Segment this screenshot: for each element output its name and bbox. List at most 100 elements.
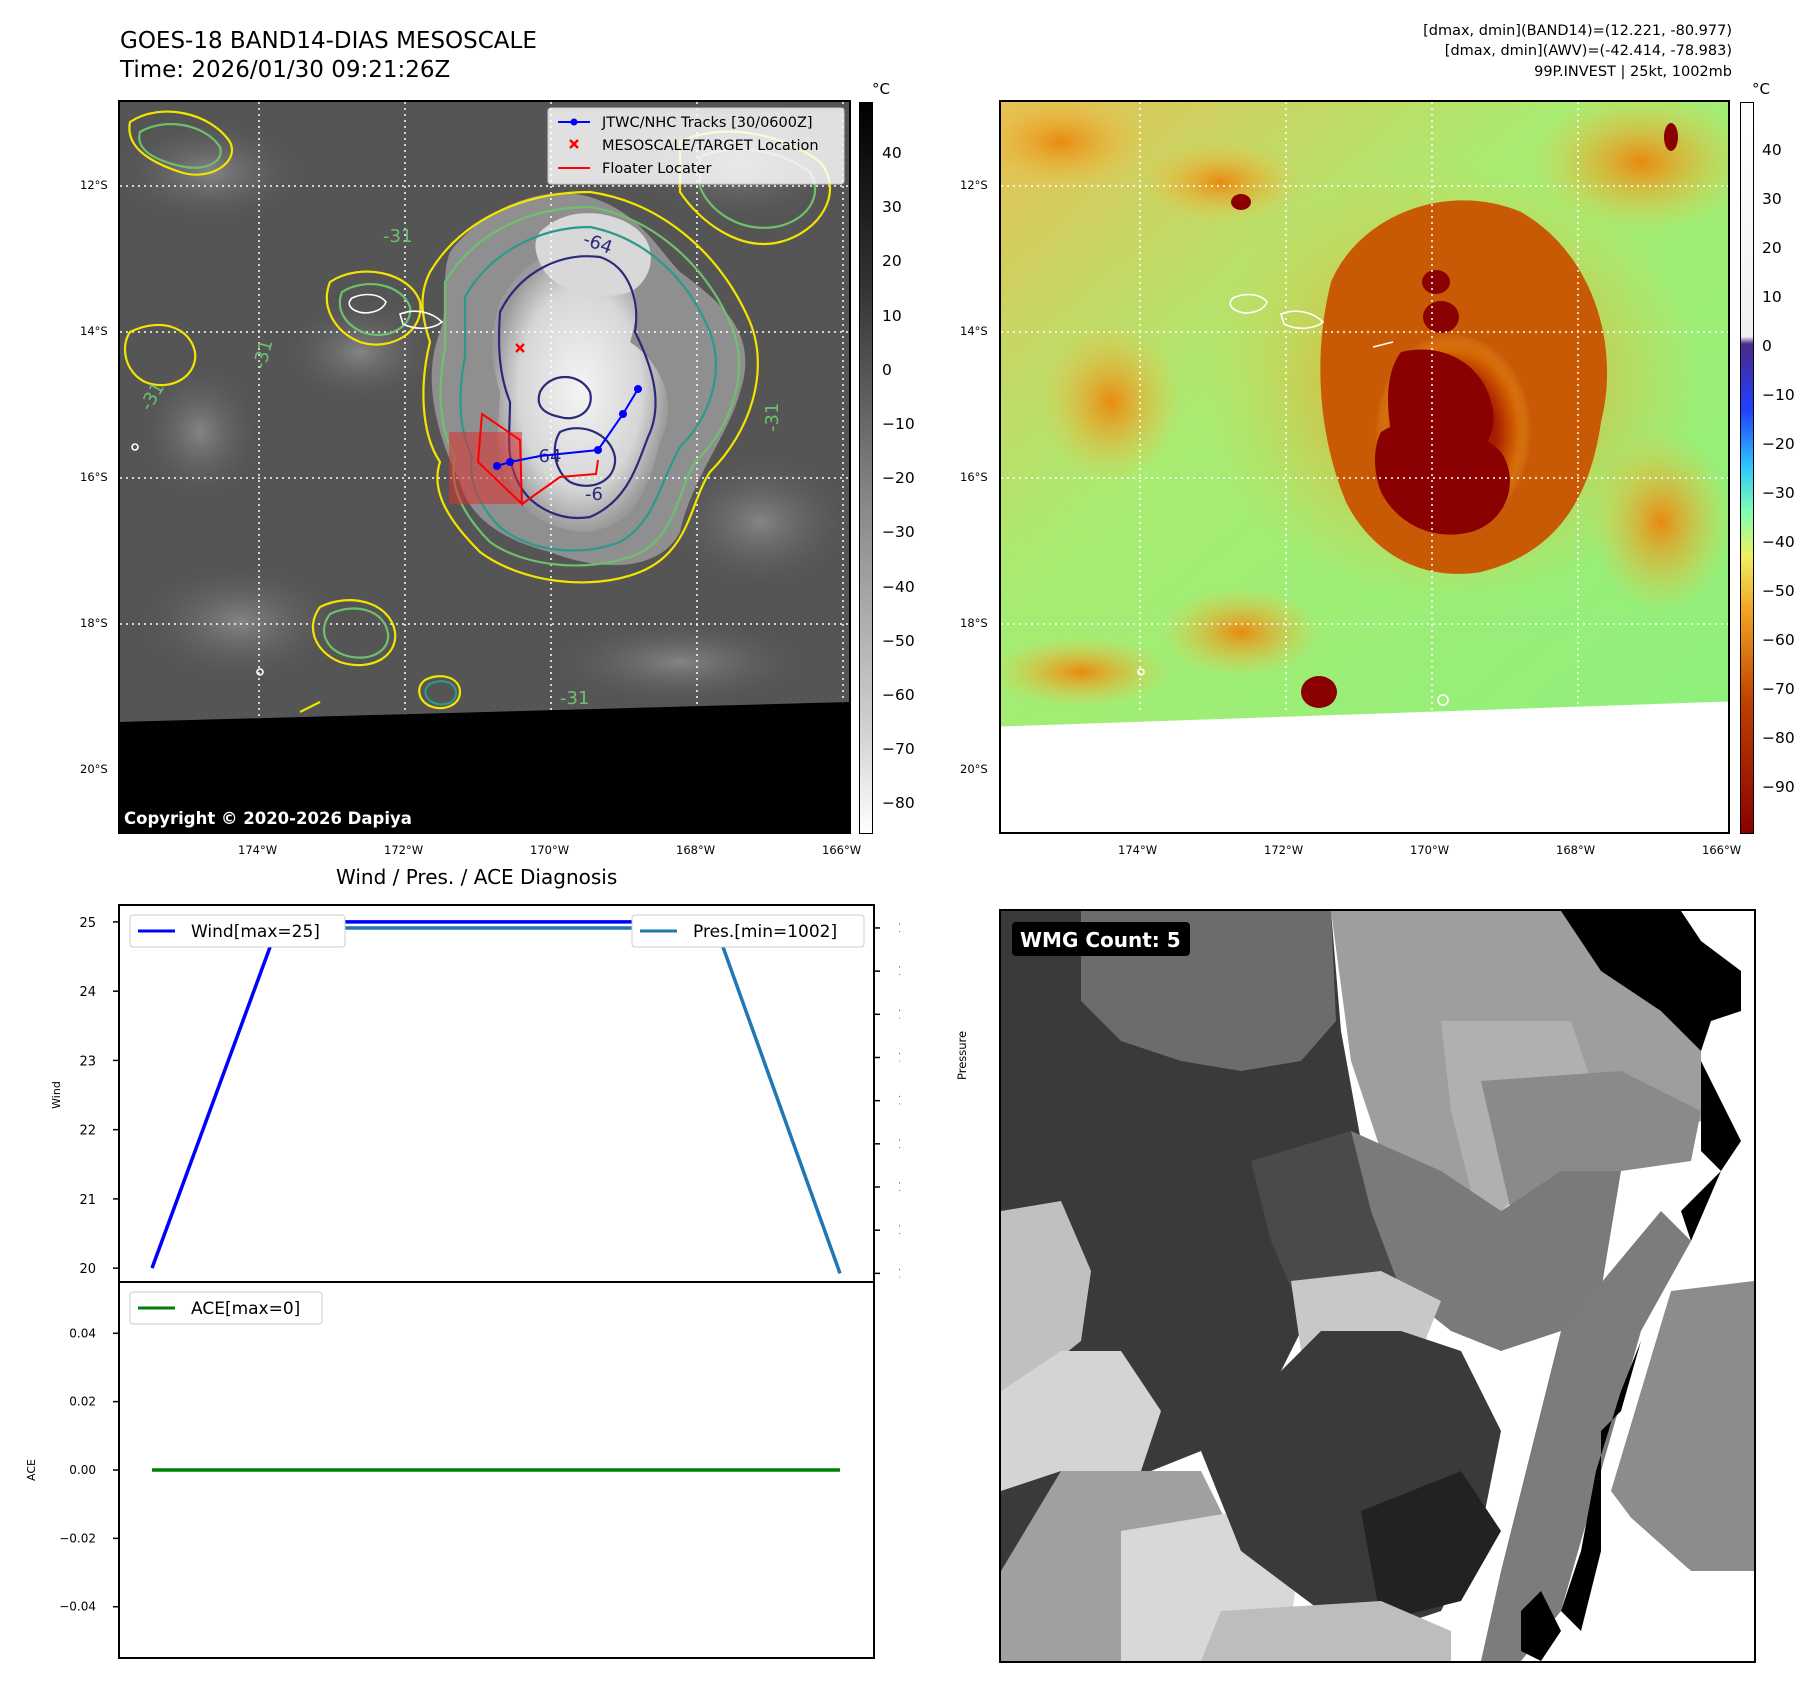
wind-series-line: [150, 920, 840, 1269]
pressure-series-line: [152, 926, 842, 1274]
ace-legend-label: ACE[max=0]: [191, 1299, 300, 1319]
lat-label: 12°S: [960, 178, 988, 192]
band14-range: [dmax, dmin](BAND14)=(12.221, -80.977): [1423, 23, 1732, 39]
lon-label: 172°W: [384, 843, 424, 857]
wind-tick-label: 25: [79, 916, 96, 931]
colorbar-left-tick: −80: [882, 794, 915, 813]
contour-label: -6: [585, 484, 603, 505]
lon-label: 170°W: [1410, 843, 1450, 857]
colorbar-right-tick: −60: [1762, 631, 1795, 649]
legend-floater-label: Floater Locater: [602, 161, 711, 177]
pressure-axis-label-outer: Pressure: [955, 1030, 969, 1080]
colorbar-right-tick: −80: [1762, 729, 1795, 747]
track-point: [619, 410, 627, 418]
wmg-region: [1561, 1491, 1754, 1661]
wmg-region: [1001, 1351, 1161, 1491]
lon-label: 168°W: [1556, 843, 1596, 857]
legend-track-label: JTWC/NHC Tracks [30/0600Z]: [601, 115, 813, 131]
colorbar-right-tick: −50: [1762, 582, 1795, 600]
colorbar-right: [1740, 102, 1754, 834]
wmg-region: [1481, 1071, 1701, 1211]
lat-label: 16°S: [960, 470, 988, 484]
diag-chart: 25 24 23 22 21 20 1006.0 1005.5 1005.0 1004.5 1004…: [25, 904, 900, 1659]
map-legend: JTWC/NHC Tracks [30/0600Z] MESOSCALE/TAR…: [547, 107, 845, 185]
wmg-region: [1681, 1171, 1721, 1241]
colorbar-left-tick: 10: [882, 306, 902, 325]
pres-tick-label: 1005.0: [898, 1007, 900, 1021]
wmg-canvas: WMG Count: 5: [1001, 911, 1754, 1661]
ace-tick-label: 0.00: [69, 1463, 96, 1477]
wind-tick-label: 22: [79, 1124, 96, 1139]
wmg-region: [1561, 911, 1741, 1051]
copyright-text: Copyright © 2020-2026 Dapiya: [124, 809, 412, 828]
colorbar-right-tick: −90: [1762, 778, 1795, 796]
lon-label: 166°W: [822, 843, 862, 857]
pres-tick-label: 1003.5: [898, 1137, 900, 1151]
awv-range: [dmax, dmin](AWV)=(-42.414, -78.983): [1444, 43, 1732, 59]
track-point: [506, 458, 514, 466]
awv-coastlines: [1137, 293, 1449, 706]
wmg-region: [1701, 1061, 1741, 1171]
colorbar-left-tick: −60: [882, 686, 915, 704]
wmg-region: [1001, 1201, 1091, 1391]
colorbar-left-unit: °C: [872, 80, 890, 98]
jtwc-track-points: [493, 385, 642, 470]
colorbar-right-tick: 30: [1762, 190, 1782, 208]
pres-tick-label: 1005.5: [898, 964, 900, 978]
wmg-count-label: WMG Count: 5: [1020, 928, 1181, 952]
colorbar-right-tick: −20: [1762, 435, 1795, 453]
wmg-region: [1361, 1471, 1501, 1621]
colorbar-right-tick: 10: [1762, 288, 1782, 306]
contour-label: -64: [532, 446, 561, 467]
wind-tick-label: 24: [79, 985, 96, 1000]
no-data-region: [120, 702, 849, 832]
contour-label: -31: [762, 403, 783, 432]
colorbar-left-tick: −10: [882, 415, 915, 433]
track-point: [634, 385, 642, 393]
diag-title: Wind / Pres. / ACE Diagnosis: [336, 865, 618, 889]
colorbar-right-unit: °C: [1752, 80, 1770, 98]
awv-map-gridlines: [1001, 102, 1728, 712]
colorbar-left-tick: −50: [882, 631, 915, 650]
pres-tick-label: 1003.0: [898, 1180, 900, 1194]
wind-tick-label: 20: [79, 1262, 96, 1277]
colorbar-right-tick: −30: [1762, 484, 1795, 502]
wmg-region: [1521, 1591, 1561, 1661]
pres-tick-label: 1002.0: [898, 1266, 900, 1280]
lat-label: 16°S: [80, 470, 108, 484]
pres-tick-label: 1002.5: [898, 1223, 900, 1237]
ace-tick-label: 0.02: [69, 1395, 96, 1409]
colorbar-right-tick: 40: [1762, 141, 1782, 159]
colorbar-left-tick: −70: [882, 740, 915, 759]
lat-label: 18°S: [80, 616, 108, 630]
lon-label: 166°W: [1702, 843, 1742, 857]
wmg-region: [1611, 1281, 1754, 1571]
colorbar-left-tick: 30: [882, 198, 902, 217]
colorbar-right-tick: 0: [1762, 337, 1772, 355]
wind-pres-axes: [118, 904, 875, 1283]
lon-label: 172°W: [1264, 843, 1304, 857]
lat-label: 20°S: [80, 762, 108, 776]
ir-map-panel: -31 -31 -31 -31 -31 -64 -64 -6: [118, 100, 851, 834]
colorbar-left: [859, 102, 873, 834]
legend-target-label: MESOSCALE/TARGET Location: [602, 138, 819, 154]
colorbar-left-tick: −40: [882, 577, 915, 596]
ace-tick-label: 0.04: [69, 1326, 96, 1340]
lat-label: 14°S: [960, 324, 988, 338]
ace-legend: ACE[max=0]: [129, 1291, 323, 1325]
colorbar-left-tick: −30: [882, 523, 915, 542]
floater-locater-line: [521, 459, 599, 505]
wind-legend-label: Wind[max=25]: [191, 922, 320, 942]
colorbar-left-tick: 40: [882, 144, 902, 162]
lon-label: 168°W: [676, 843, 716, 857]
chart-title: GOES-18 BAND14-DIAS MESOSCALE: [120, 28, 537, 54]
wind-tick-label: 23: [79, 1054, 96, 1069]
lat-label: 14°S: [80, 324, 108, 338]
pres-legend: Pres.[min=1002]: [631, 914, 865, 948]
target-location-marker: [515, 343, 525, 353]
lon-label: 174°W: [1118, 843, 1158, 857]
contour-label: -31: [383, 226, 412, 247]
wmg-panel: WMG Count: 5: [999, 909, 1756, 1663]
lat-label: 12°S: [80, 178, 108, 192]
colorbar-right-tick: 20: [1762, 239, 1782, 257]
